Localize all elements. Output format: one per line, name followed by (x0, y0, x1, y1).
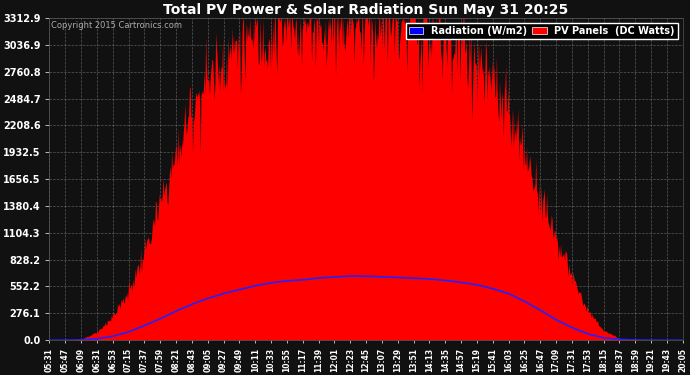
Legend: Radiation (W/m2), PV Panels  (DC Watts): Radiation (W/m2), PV Panels (DC Watts) (406, 23, 678, 39)
Text: Copyright 2015 Cartronics.com: Copyright 2015 Cartronics.com (50, 21, 181, 30)
Title: Total PV Power & Solar Radiation Sun May 31 20:25: Total PV Power & Solar Radiation Sun May… (164, 3, 569, 17)
